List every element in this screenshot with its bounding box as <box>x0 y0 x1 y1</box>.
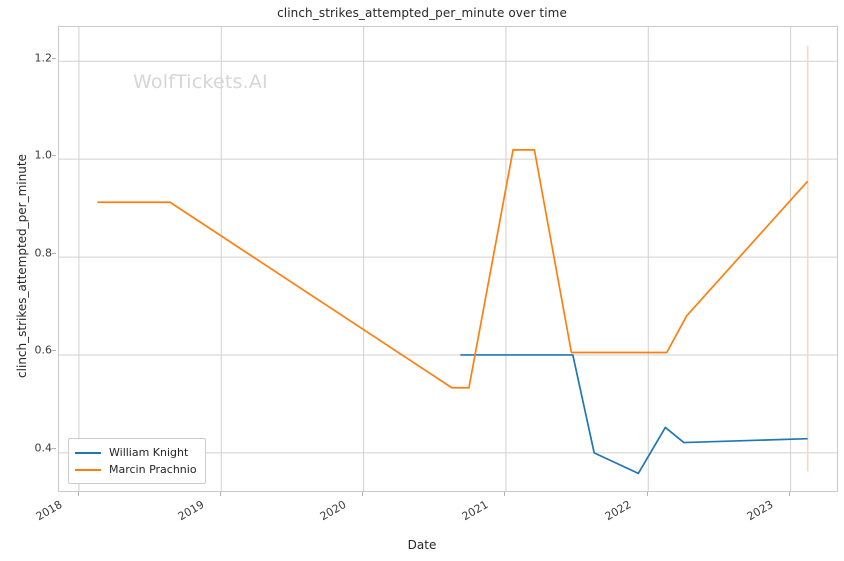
x-tick-mark <box>362 492 363 496</box>
legend-color-swatch <box>75 451 101 454</box>
y-tick-label-1.2: 1.2 <box>34 51 53 65</box>
series-lines <box>97 149 809 475</box>
x-tick-label-2023: 2023 <box>744 498 776 524</box>
legend-color-swatch <box>75 468 101 471</box>
y-tick-mark <box>52 253 56 254</box>
y-tick-label-0.6: 0.6 <box>34 343 53 357</box>
x-tick-mark <box>647 492 648 496</box>
y-axis-label: clinch_strikes_attempted_per_minute <box>15 154 29 378</box>
x-axis-label: Date <box>407 538 437 552</box>
y-tick-label-0.4: 0.4 <box>34 441 53 455</box>
x-tick-label-2019: 2019 <box>175 498 207 524</box>
x-tick-mark <box>789 492 790 496</box>
y-tick-label-1.0: 1.0 <box>34 148 53 162</box>
x-tick-label-2021: 2021 <box>459 498 491 524</box>
y-axis-ticks: 1.2 1.0 0.8 0.6 0.4 <box>0 0 56 561</box>
plot-area: WolfTickets.AI <box>58 26 838 492</box>
y-tick-mark <box>52 448 56 449</box>
legend-label: William Knight <box>109 446 189 459</box>
x-tick-mark <box>220 492 221 496</box>
y-tick-label-0.8: 0.8 <box>34 246 53 260</box>
legend-label: Marcin Prachnio <box>109 463 197 476</box>
series-line <box>460 354 808 475</box>
x-tick-label-2022: 2022 <box>602 498 634 524</box>
gridlines <box>59 27 837 491</box>
y-tick-mark <box>52 155 56 156</box>
y-tick-mark <box>52 350 56 351</box>
legend-item-william-knight[interactable]: William Knight <box>75 444 197 461</box>
x-tick-label-2020: 2020 <box>317 498 349 524</box>
plot-svg <box>59 27 837 491</box>
legend-item-marcin-prachnio[interactable]: Marcin Prachnio <box>75 461 197 478</box>
series-line <box>97 149 809 389</box>
x-tick-mark <box>78 492 79 496</box>
y-tick-mark <box>52 58 56 59</box>
chart-legend: William Knight Marcin Prachnio <box>68 438 206 484</box>
chart-title: clinch_strikes_attempted_per_minute over… <box>277 6 567 20</box>
x-tick-mark <box>504 492 505 496</box>
